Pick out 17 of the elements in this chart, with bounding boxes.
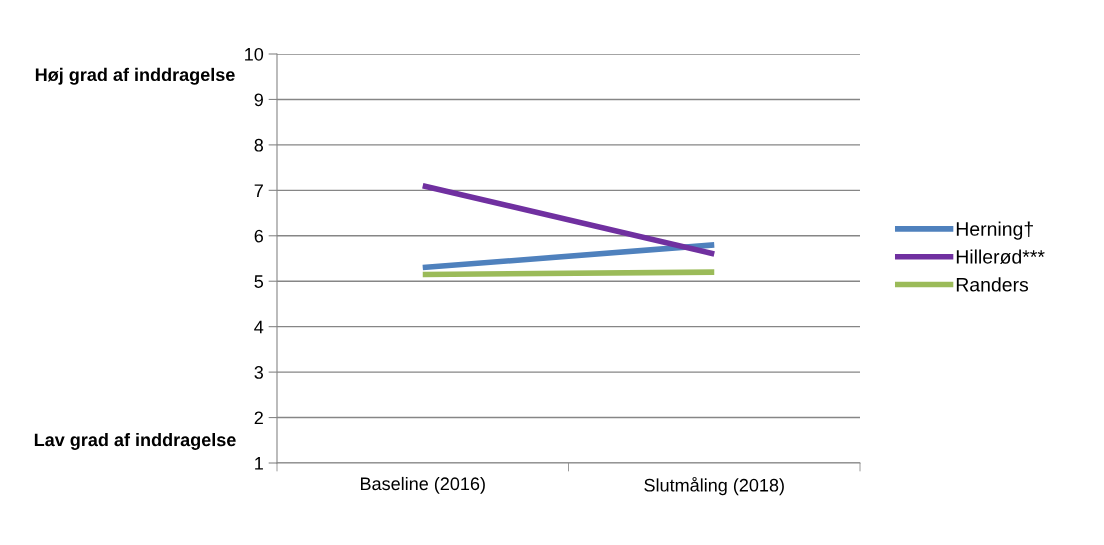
- y-tick-label: 2: [254, 411, 263, 425]
- text: Høj grad af inddragelse: [35, 67, 235, 85]
- x-tick-label: Baseline (2016): [361, 476, 485, 494]
- y-tick-label: 3: [254, 366, 264, 379]
- y-tick-label: 9: [254, 93, 263, 107]
- y-tick-label: 5: [254, 275, 264, 288]
- y-tick-label: 7: [254, 184, 263, 197]
- y-tick-label: 4: [254, 320, 264, 334]
- legend-label: Randers: [956, 277, 1029, 292]
- x-tick-label: Slutmåling (2018): [644, 476, 784, 496]
- y-tick-label: 6: [254, 229, 264, 243]
- legend-label: Herning†: [956, 221, 1033, 240]
- y-tick-label: 10: [245, 47, 264, 61]
- y-tick-label: 8: [254, 138, 264, 152]
- y-tick-label: 1: [255, 457, 263, 470]
- text: Lav grad af inddragelse: [34, 432, 236, 450]
- legend-label: Hillerød***: [956, 249, 1045, 264]
